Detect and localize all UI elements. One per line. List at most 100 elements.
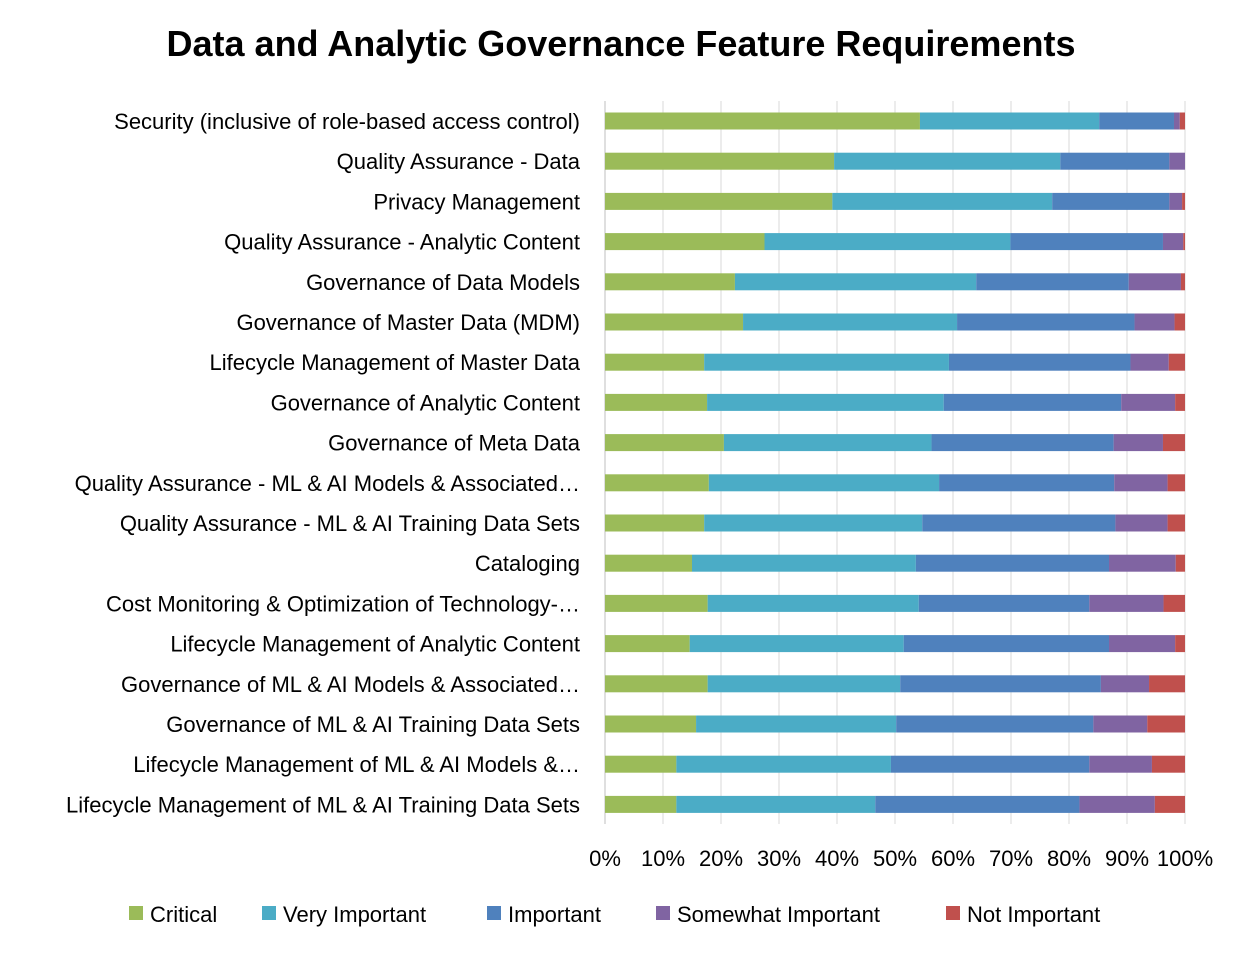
bar-segment bbox=[890, 755, 1090, 773]
category-label: Governance of Data Models bbox=[306, 270, 580, 295]
bar-segment bbox=[743, 313, 958, 331]
bar-segment bbox=[1114, 474, 1168, 492]
bar-segment bbox=[676, 795, 876, 813]
bar-segment bbox=[1151, 755, 1185, 773]
bar-segment bbox=[1182, 192, 1185, 210]
bar-segment bbox=[605, 594, 708, 612]
x-tick-label: 50% bbox=[873, 846, 917, 871]
bar-segment bbox=[1147, 715, 1185, 733]
category-labels: Security (inclusive of role-based access… bbox=[66, 109, 581, 817]
bars bbox=[605, 112, 1185, 813]
bar-segment bbox=[605, 273, 735, 291]
bar-segment bbox=[605, 755, 677, 773]
x-tick-label: 40% bbox=[815, 846, 859, 871]
bar-segment bbox=[900, 675, 1101, 693]
legend-label: Somewhat Important bbox=[677, 902, 880, 927]
bar-segment bbox=[939, 474, 1115, 492]
category-label: Lifecycle Management of Analytic Content bbox=[170, 632, 580, 657]
x-tick-labels: 0% 10% 20% 30% 40% 50% 60% 70% 80% 90% 100% bbox=[589, 846, 1213, 871]
legend-swatch bbox=[262, 906, 276, 920]
legend-label: Critical bbox=[150, 902, 217, 927]
bar-segment bbox=[676, 755, 891, 773]
bar-segment bbox=[1121, 393, 1176, 411]
bar-segment bbox=[1093, 715, 1148, 733]
bar-segment bbox=[605, 715, 697, 733]
bar-segment bbox=[1060, 152, 1170, 170]
x-tick-label: 90% bbox=[1105, 846, 1149, 871]
category-label: Quality Assurance - Data bbox=[337, 149, 581, 174]
category-label: Cost Monitoring & Optimization of Techno… bbox=[106, 591, 580, 616]
chart-title: Data and Analytic Governance Feature Req… bbox=[167, 23, 1076, 64]
bar-segment bbox=[605, 112, 920, 130]
bar-segment bbox=[1167, 474, 1185, 492]
bar-segment bbox=[707, 594, 919, 612]
bar-segment bbox=[1115, 514, 1168, 532]
x-tick-label: 100% bbox=[1157, 846, 1213, 871]
bar-segment bbox=[931, 434, 1114, 452]
bar-segment bbox=[605, 353, 705, 371]
bar-segment bbox=[957, 313, 1135, 331]
category-label: Governance of ML & AI Training Data Sets bbox=[166, 712, 580, 737]
bar-segment bbox=[1149, 675, 1185, 693]
bar-segment bbox=[689, 635, 904, 653]
bar-segment bbox=[605, 795, 677, 813]
category-label: Privacy Management bbox=[373, 189, 580, 214]
bar-segment bbox=[1175, 635, 1185, 653]
x-tick-label: 70% bbox=[989, 846, 1033, 871]
category-label: Lifecycle Management of ML & AI Training… bbox=[66, 792, 580, 817]
bar-segment bbox=[919, 112, 1100, 130]
bar-segment bbox=[1175, 554, 1185, 572]
bar-segment bbox=[1183, 233, 1185, 251]
bar-segment bbox=[1089, 594, 1164, 612]
bar-segment bbox=[1162, 233, 1184, 251]
bar-segment bbox=[605, 233, 765, 251]
category-label: Governance of Meta Data bbox=[328, 431, 581, 456]
bar-segment bbox=[1169, 192, 1183, 210]
category-label: Governance of Analytic Content bbox=[271, 390, 580, 415]
bar-segment bbox=[605, 474, 709, 492]
category-label: Quality Assurance - Analytic Content bbox=[224, 230, 580, 255]
bar-segment bbox=[764, 233, 1011, 251]
legend: Critical Very Important Important Somewhat … bbox=[129, 902, 1100, 927]
bar-segment bbox=[1175, 393, 1185, 411]
category-label: Lifecycle Management of ML & AI Models &… bbox=[133, 752, 580, 777]
bar-segment bbox=[1052, 192, 1170, 210]
category-label: Quality Assurance - ML & AI Training Dat… bbox=[120, 511, 580, 536]
bar-segment bbox=[708, 474, 940, 492]
category-label: Cataloging bbox=[475, 551, 580, 576]
legend-label: Not Important bbox=[967, 902, 1100, 927]
bar-segment bbox=[1180, 273, 1185, 291]
category-label: Governance of Master Data (MDM) bbox=[236, 310, 580, 335]
category-label: Quality Assurance - ML & AI Models & Ass… bbox=[75, 471, 580, 496]
bar-segment bbox=[1113, 434, 1163, 452]
bar-segment bbox=[1109, 554, 1176, 572]
x-tick-label: 20% bbox=[699, 846, 743, 871]
bar-segment bbox=[707, 393, 944, 411]
bar-segment bbox=[605, 635, 690, 653]
bar-segment bbox=[707, 675, 901, 693]
x-tick-label: 80% bbox=[1047, 846, 1091, 871]
bar-segment bbox=[922, 514, 1116, 532]
bar-segment bbox=[1179, 112, 1185, 130]
bar-segment bbox=[696, 715, 897, 733]
bar-segment bbox=[605, 554, 692, 572]
bar-segment bbox=[1010, 233, 1163, 251]
bar-segment bbox=[875, 795, 1080, 813]
bar-segment bbox=[1168, 353, 1185, 371]
bar-segment bbox=[605, 434, 724, 452]
bar-segment bbox=[1079, 795, 1155, 813]
x-tick-label: 10% bbox=[641, 846, 685, 871]
bar-segment bbox=[1173, 112, 1180, 130]
bar-segment bbox=[605, 675, 708, 693]
bar-segment bbox=[704, 353, 949, 371]
bar-segment bbox=[734, 273, 977, 291]
bar-segment bbox=[943, 393, 1122, 411]
bar-segment bbox=[976, 273, 1129, 291]
legend-swatch bbox=[946, 906, 960, 920]
bar-segment bbox=[1099, 112, 1174, 130]
bar-segment bbox=[1109, 635, 1176, 653]
category-label: Lifecycle Management of Master Data bbox=[209, 350, 580, 375]
bar-segment bbox=[918, 594, 1090, 612]
bar-segment bbox=[948, 353, 1131, 371]
bar-segment bbox=[903, 635, 1110, 653]
